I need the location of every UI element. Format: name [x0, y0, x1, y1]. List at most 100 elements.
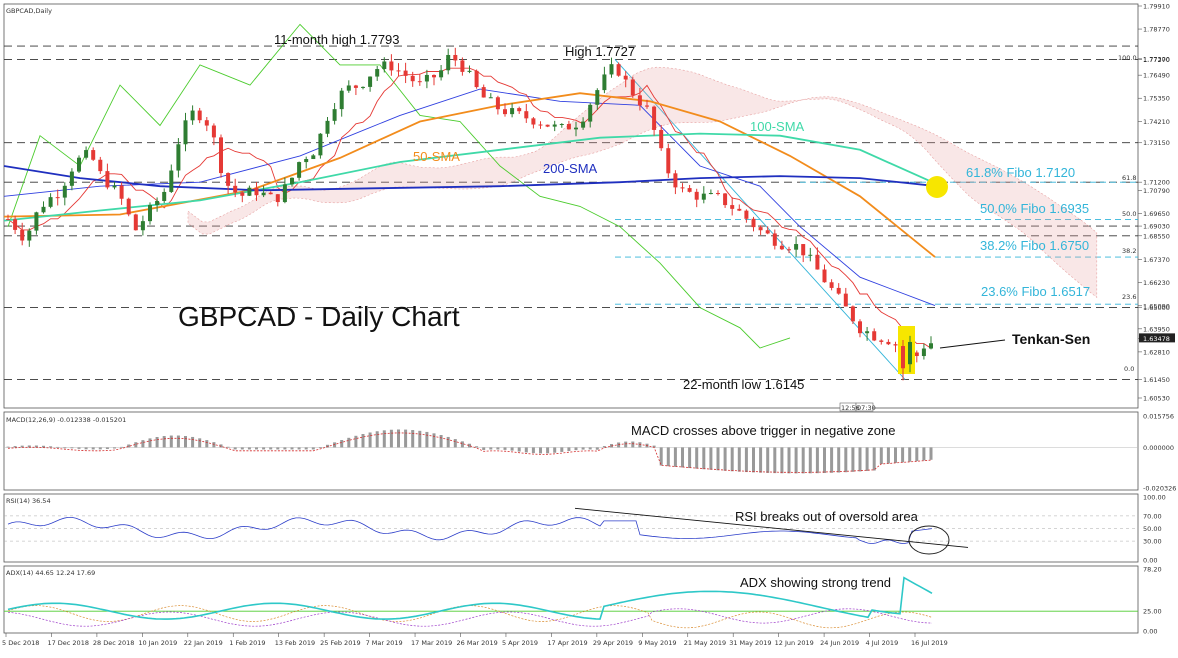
macd-histogram-bar [340, 440, 344, 448]
plus-di-line [7, 605, 933, 629]
price-label: 1.69030 [1143, 223, 1170, 231]
ichimoku-cloud [187, 66, 1098, 299]
macd-histogram-bar [191, 436, 195, 448]
macd-histogram-bar [929, 447, 933, 460]
bull-candle [382, 61, 387, 70]
bear-candle [815, 254, 820, 270]
bear-candle [623, 75, 628, 80]
date-label: 1 Feb 2019 [229, 639, 265, 647]
macd-histogram-bar [304, 447, 308, 450]
bull-candle [559, 124, 564, 126]
bear-candle [772, 233, 777, 246]
bear-candle [105, 171, 110, 188]
macd-histogram-bar [368, 432, 372, 448]
bear-candle [666, 148, 671, 174]
pane-axis-label: 0.000000 [1143, 444, 1174, 452]
annotation-11-month-high: 11-month high 1.7793 [274, 32, 400, 47]
macd-histogram-bar [432, 433, 436, 448]
macd-histogram-bar [858, 447, 862, 472]
bull-candle [62, 185, 67, 198]
bull-candle [162, 191, 167, 201]
bear-candle [133, 214, 138, 231]
bull-candle [290, 177, 294, 185]
time-box-b: 07:30 [857, 404, 876, 412]
macd-histogram-bar [539, 447, 542, 454]
macd-histogram-bar [127, 444, 131, 448]
minus-di-line [7, 608, 933, 627]
macd-histogram-bar [723, 447, 727, 471]
bear-candle [801, 244, 806, 256]
macd-histogram-bar [496, 447, 500, 450]
adx-line [7, 576, 933, 620]
macd-histogram-bar [169, 435, 173, 448]
bull-candle [609, 64, 614, 75]
bear-candle [673, 173, 678, 188]
macd-histogram-bar [702, 447, 706, 470]
macd-histogram-bar [233, 447, 237, 450]
fibo-382-tag: 38.2 [1122, 247, 1136, 255]
bull-candle [247, 187, 252, 196]
bull-candle [908, 341, 912, 365]
date-label: 24 Jun 2019 [820, 639, 859, 647]
macd-histogram-bar [155, 436, 159, 448]
bull-candle [84, 150, 89, 158]
macd-histogram-bar [673, 447, 677, 467]
macd-histogram-bar [631, 441, 635, 448]
bear-candle [353, 85, 358, 88]
macd-histogram-bar [546, 447, 550, 454]
macd-histogram-bar [737, 447, 741, 472]
bear-candle [197, 110, 202, 121]
macd-histogram-bar [460, 441, 464, 448]
bear-candle [858, 321, 862, 334]
macd-histogram-bar [375, 431, 379, 448]
bull-candle [190, 110, 195, 121]
macd-histogram-bar [510, 447, 514, 451]
date-label: 10 Jan 2019 [138, 639, 177, 647]
macd-histogram-bar [176, 435, 180, 448]
date-label: 28 Dec 2018 [93, 639, 135, 647]
price-label: 1.61450 [1143, 376, 1170, 384]
bear-candle [254, 187, 259, 196]
rsi-title: RSI(14) 36.54 [6, 497, 51, 505]
macd-histogram-bar [837, 447, 841, 473]
pane-axis-label: 30.00 [1143, 538, 1162, 546]
bear-candle [240, 192, 245, 196]
bear-candle [119, 185, 124, 199]
macd-histogram-bar [766, 447, 770, 473]
bear-candle [744, 210, 749, 219]
macd-histogram-bar [446, 436, 450, 448]
macd-histogram-bar [560, 447, 564, 452]
macd-histogram-bar [581, 447, 585, 450]
macd-histogram-bar [787, 447, 791, 474]
bull-candle [701, 193, 706, 200]
macd-histogram-bar [681, 447, 684, 468]
macd-histogram-bar [262, 447, 266, 450]
macd-histogram-bar [482, 447, 486, 450]
bear-candle [566, 124, 571, 130]
macd-histogram-bar [198, 438, 202, 448]
macd-histogram-bar [184, 436, 187, 448]
macd-histogram-bar [134, 442, 138, 448]
bear-candle [233, 185, 238, 193]
sma100-line [3, 132, 938, 222]
bear-candle [524, 111, 529, 119]
bull-candle [297, 162, 302, 178]
bull-candle [332, 109, 337, 121]
sma100-label: 100-SMA [750, 119, 805, 134]
macd-histogram-bar [901, 447, 905, 463]
bull-candle [77, 157, 81, 172]
fibo-500-label: 50.0% Fibo 1.6935 [980, 201, 1089, 216]
bear-candle [219, 137, 223, 174]
candles [6, 47, 933, 363]
macd-histogram-bar [851, 447, 855, 472]
bull-candle [261, 192, 266, 196]
macd-histogram-bar [567, 447, 571, 451]
macd-pane-frame [3, 411, 1139, 491]
bear-candle [410, 75, 415, 82]
macd-histogram-bar [27, 445, 31, 448]
macd-histogram-bar [922, 447, 926, 461]
bear-candle [751, 218, 756, 228]
macd-histogram-bar [780, 447, 784, 474]
bull-candle [794, 244, 799, 250]
